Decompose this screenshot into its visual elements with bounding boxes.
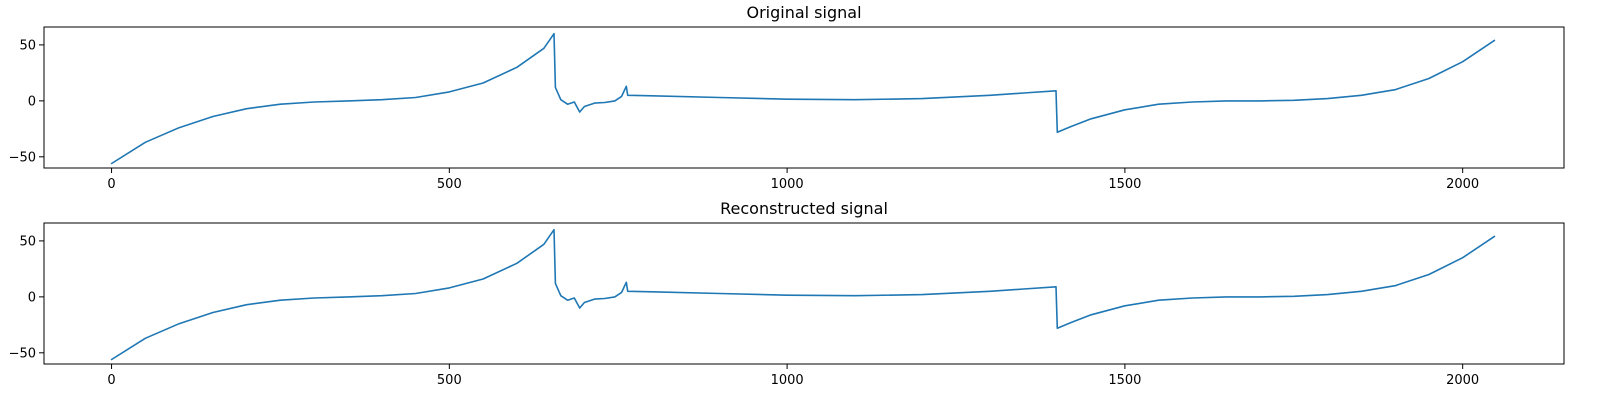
y-tick-label: −50 — [9, 346, 36, 361]
chart-panel-reconstructed: Reconstructed signal 0 500 1000 1500 2000−50… — [9, 199, 1565, 388]
chart-title: Reconstructed signal — [720, 199, 888, 218]
x-tick-label: 2000 — [1446, 177, 1479, 192]
y-tick-label: 50 — [19, 38, 36, 53]
chart-panel-original: Original signal 0 500 1000 1500 2000 −50 0 50 — [9, 3, 1565, 192]
x-tick-label: 1000 — [771, 177, 804, 192]
axes-ticks: 0 500 1000 1500 2000 −50 0 50 — [9, 234, 1480, 388]
y-tick-label: 0 — [28, 94, 36, 109]
x-tick-label: 500 — [437, 373, 462, 388]
series-line — [110, 32, 1496, 165]
y-tick-label: 50 — [19, 234, 36, 249]
y-tick-label: −50 — [9, 150, 36, 165]
axes-frame — [43, 222, 1565, 365]
x-tick-label: 2000 — [1446, 373, 1479, 388]
axes-ticks: 0 500 1000 1500 2000 −50 0 50 — [9, 38, 1480, 192]
series-line — [110, 228, 1496, 361]
axes-frame — [43, 26, 1565, 169]
x-tick-label: 1500 — [1108, 177, 1141, 192]
x-tick-label: 0 — [107, 373, 115, 388]
chart-title: Original signal — [746, 3, 861, 22]
x-tick-label: 1500 — [1108, 373, 1141, 388]
x-tick-label: 0 — [107, 177, 115, 192]
x-tick-label: 1000 — [771, 373, 804, 388]
x-tick-label: 500 — [437, 177, 462, 192]
y-tick-label: 0 — [28, 290, 36, 305]
